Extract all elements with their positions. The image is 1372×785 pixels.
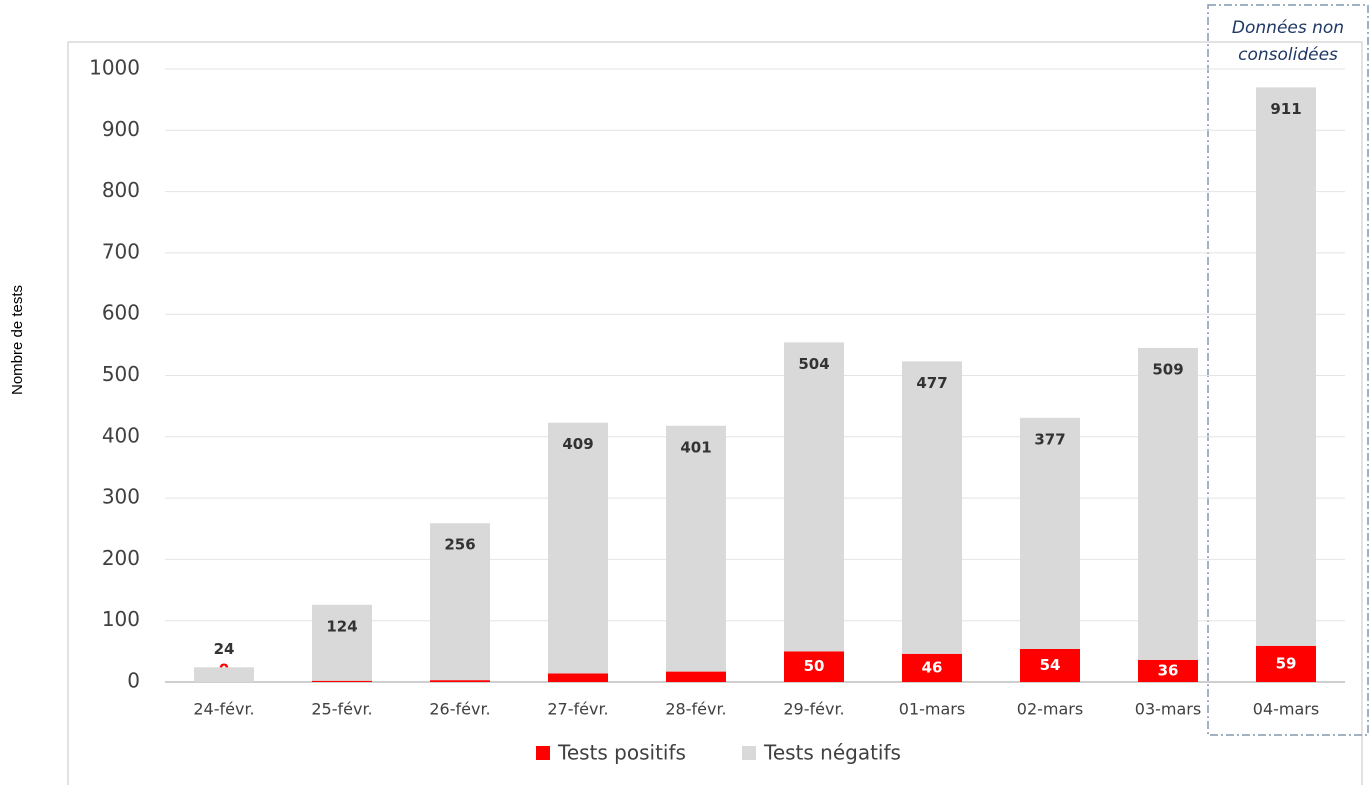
- annotation-line: consolidées: [1238, 45, 1338, 65]
- bar-segment: [666, 425, 726, 672]
- data-label: 46: [922, 658, 943, 676]
- x-tick-label: 29-févr.: [783, 700, 844, 719]
- y-tick-label: 1000: [89, 56, 140, 80]
- x-tick-label: 26-févr.: [429, 700, 490, 719]
- data-label: 377: [1034, 430, 1065, 448]
- y-tick-label: 0: [127, 669, 140, 693]
- data-label: 477: [916, 374, 947, 392]
- bar-segment: [1138, 347, 1198, 660]
- y-tick-label: 200: [102, 546, 140, 570]
- y-axis-title: Nombre de tests: [9, 285, 26, 395]
- x-tick-label: 27-févr.: [547, 700, 608, 719]
- data-label: 124: [326, 617, 357, 635]
- data-label: 256: [444, 536, 475, 554]
- y-tick-label: 300: [102, 485, 140, 509]
- y-tick-label: 900: [102, 117, 140, 141]
- x-tick-label: 03-mars: [1135, 700, 1201, 719]
- data-label: 59: [1276, 654, 1297, 672]
- data-label: 509: [1152, 360, 1183, 378]
- data-label: 50: [804, 657, 825, 675]
- data-label: 911: [1270, 100, 1301, 118]
- bar-segment: [666, 671, 726, 682]
- data-label: 36: [1158, 661, 1179, 679]
- bar-segment: [1256, 645, 1316, 682]
- data-label: 24: [214, 640, 235, 658]
- bar-segment: [430, 523, 490, 681]
- bar-segment: [1020, 648, 1080, 682]
- bar-segment: [902, 653, 962, 682]
- y-tick-label: 600: [102, 301, 140, 325]
- legend-label: Tests négatifs: [763, 741, 901, 765]
- x-tick-label: 01-mars: [899, 700, 965, 719]
- data-label: 409: [562, 435, 593, 453]
- bar-segment: [1020, 417, 1080, 649]
- data-label: 54: [1040, 656, 1061, 674]
- bar-segment: [430, 680, 490, 682]
- y-tick-label: 800: [102, 178, 140, 202]
- x-tick-label: 24-févr.: [193, 700, 254, 719]
- data-label: 504: [798, 355, 829, 373]
- bar-segment: [902, 361, 962, 654]
- chart-frame: [67, 41, 1363, 785]
- y-tick-label: 700: [102, 239, 140, 263]
- x-tick-label: 28-févr.: [665, 700, 726, 719]
- y-tick-label: 400: [102, 423, 140, 447]
- bar-segment: [1256, 87, 1316, 646]
- bar-segment: [312, 604, 372, 681]
- x-tick-label: 02-mars: [1017, 700, 1083, 719]
- annotation-line: Données non: [1232, 18, 1344, 38]
- x-tick-label: 04-mars: [1253, 700, 1319, 719]
- y-tick-label: 100: [102, 607, 140, 631]
- bar-segment: [784, 651, 844, 682]
- bar-segment: [548, 673, 608, 682]
- y-tick-label: 500: [102, 362, 140, 386]
- bar-segment: [548, 422, 608, 674]
- bar-segment: [1138, 659, 1198, 682]
- data-label: 401: [680, 438, 711, 456]
- x-tick-label: 25-févr.: [311, 700, 372, 719]
- legend-label: Tests positifs: [557, 741, 686, 765]
- annotation-box: [1207, 4, 1369, 736]
- bar-segment: [194, 667, 254, 682]
- bar-segment: [312, 680, 372, 682]
- legend-swatch: [742, 746, 756, 760]
- legend-swatch: [536, 746, 550, 760]
- bar-segment: [784, 342, 844, 652]
